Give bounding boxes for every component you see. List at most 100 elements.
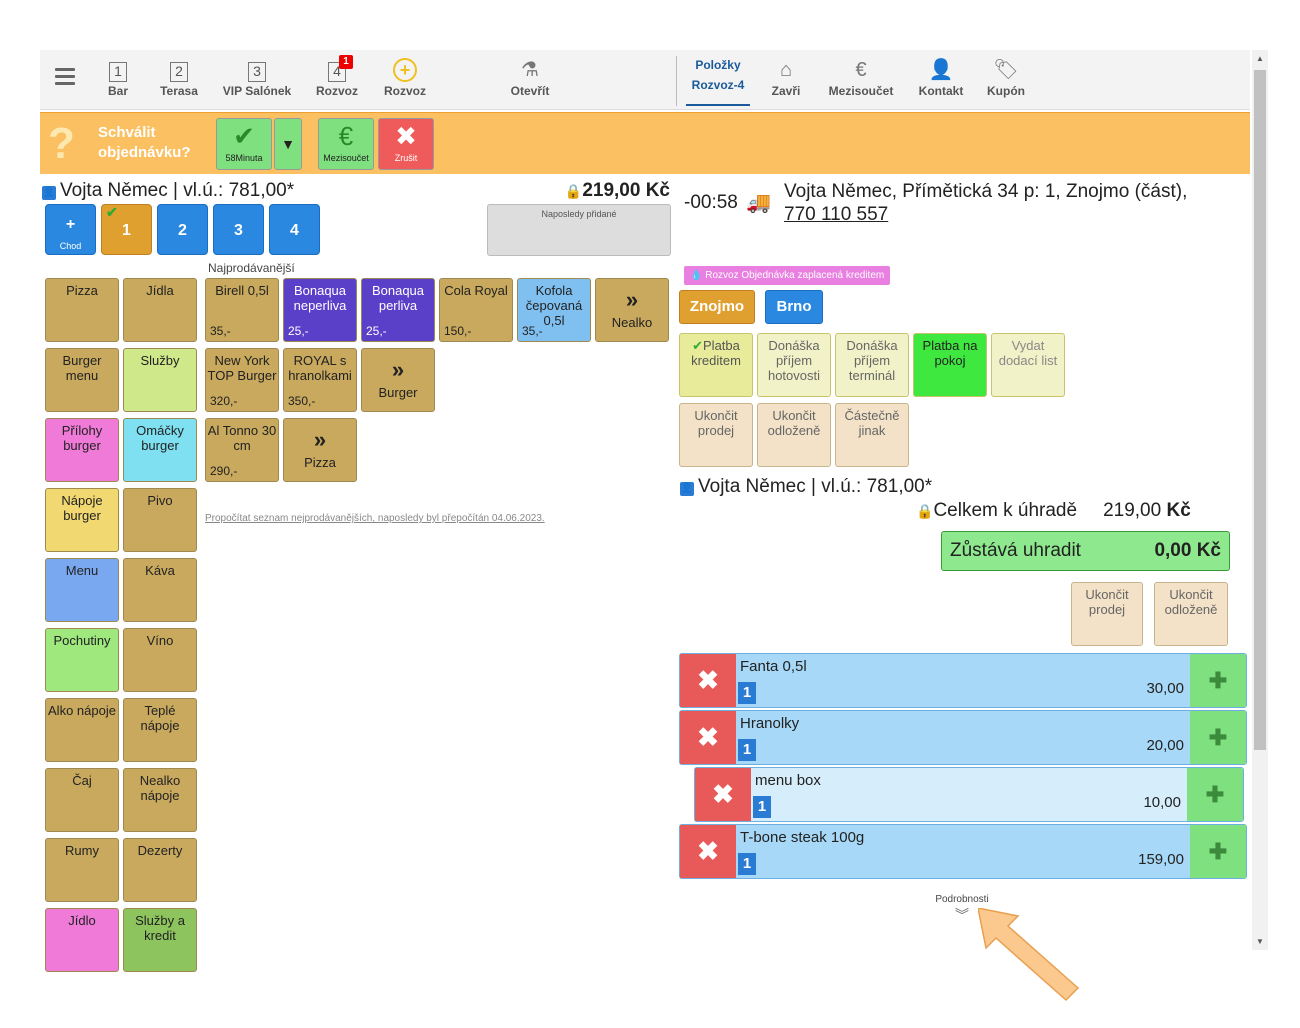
- tab-table-3[interactable]: 3 VIP Salónek: [220, 58, 294, 98]
- category-tile[interactable]: Nápoje burger: [45, 488, 119, 552]
- add-course-button[interactable]: + Chod: [45, 204, 96, 255]
- remaining-box: Zůstává uhradit 0,00 Kč: [941, 531, 1230, 571]
- payment-option-label: Platba na pokoj: [922, 338, 978, 368]
- category-tile[interactable]: Dezerty: [123, 838, 197, 902]
- payment-option[interactable]: ✔Platba kreditem: [679, 333, 753, 397]
- tab-table-2[interactable]: 2 Terasa: [158, 58, 200, 98]
- category-tile[interactable]: Pivo: [123, 488, 197, 552]
- arrow-pointer-icon: [978, 908, 1080, 1002]
- check-icon: ✔: [233, 121, 255, 151]
- payment-option[interactable]: Donáška příjem terminál: [835, 333, 909, 397]
- phone-link[interactable]: 770 110 557: [784, 204, 889, 225]
- delete-item-button[interactable]: ✖: [680, 825, 736, 878]
- category-tile[interactable]: Jídlo: [45, 908, 119, 972]
- category-tile[interactable]: Alko nápoje: [45, 698, 119, 762]
- close-button[interactable]: ⌂ Zavři: [766, 58, 806, 98]
- branch-brno[interactable]: Brno: [765, 290, 823, 324]
- category-tile[interactable]: Teplé nápoje: [123, 698, 197, 762]
- recalc-link[interactable]: Propočítat seznam nejprodávanějších, nap…: [205, 513, 545, 524]
- product-tile[interactable]: Kofola čepovaná 0,5l 35,-: [517, 278, 591, 342]
- finish-option[interactable]: Ukončit prodej: [679, 403, 753, 467]
- item-price: 30,00: [1146, 680, 1184, 697]
- category-tile[interactable]: Káva: [123, 558, 197, 622]
- product-tile[interactable]: Bonaqua perliva 25,-: [361, 278, 435, 342]
- category-tile[interactable]: Čaj: [45, 768, 119, 832]
- delete-item-button[interactable]: ✖: [695, 768, 751, 821]
- add-item-button[interactable]: ✚: [1187, 768, 1243, 821]
- scroll-thumb[interactable]: [1254, 70, 1266, 750]
- category-tile[interactable]: Rumy: [45, 838, 119, 902]
- course-number: 3: [234, 222, 243, 239]
- add-item-button[interactable]: ✚: [1190, 654, 1246, 707]
- approve-cancel-button[interactable]: ✖ Zrušit: [378, 118, 434, 170]
- product-tile[interactable]: » Pizza: [283, 418, 357, 482]
- category-tile[interactable]: Burger menu: [45, 348, 119, 412]
- payment-option[interactable]: Donáška příjem hotovosti: [757, 333, 831, 397]
- product-tile[interactable]: Bonaqua neperliva 25,-: [283, 278, 357, 342]
- item-qty[interactable]: 1: [738, 739, 756, 761]
- delivery-timer: -00:58: [684, 192, 738, 213]
- product-tile[interactable]: » Nealko: [595, 278, 669, 342]
- course-4-button[interactable]: 4: [269, 204, 320, 255]
- open-button[interactable]: ⚗ Otevřít: [506, 58, 554, 98]
- scroll-up-icon[interactable]: ▲: [1256, 54, 1264, 63]
- tab-table-1[interactable]: 1 Bar: [102, 58, 134, 98]
- product-tile[interactable]: » Burger: [361, 348, 435, 412]
- menu-icon[interactable]: [55, 68, 75, 86]
- category-tile[interactable]: Omáčky burger: [123, 418, 197, 482]
- finish-option[interactable]: Částečně jinak: [835, 403, 909, 467]
- subtotal-button[interactable]: € Mezisoučet: [826, 58, 896, 98]
- category-tile[interactable]: Služby a kredit: [123, 908, 197, 972]
- scrollbar[interactable]: ▲ ▼: [1252, 50, 1268, 950]
- cancel-sub: Zrušit: [394, 153, 418, 163]
- course-1-button[interactable]: ✔ 1: [101, 204, 152, 255]
- delete-item-button[interactable]: ✖: [680, 654, 736, 707]
- item-name: Fanta 0,5l: [740, 658, 807, 675]
- approve-dropdown-button[interactable]: ▼: [274, 118, 302, 170]
- tab-label: VIP Salónek: [222, 84, 292, 98]
- table-number: 2: [170, 62, 188, 82]
- item-qty[interactable]: 1: [738, 682, 756, 704]
- category-tile[interactable]: Přílohy burger: [45, 418, 119, 482]
- tab-table-4[interactable]: 4 1 Rozvoz: [314, 55, 360, 98]
- category-tile[interactable]: Pochutiny: [45, 628, 119, 692]
- coupon-button[interactable]: 🏷 Kupón: [984, 58, 1028, 98]
- add-item-button[interactable]: ✚: [1190, 825, 1246, 878]
- approve-subtotal-button[interactable]: € Mezisoučet: [318, 118, 374, 170]
- scroll-down-icon[interactable]: ▼: [1256, 937, 1264, 946]
- product-tile[interactable]: Birell 0,5l 35,-: [205, 278, 279, 342]
- category-tile[interactable]: Jídla: [123, 278, 197, 342]
- category-tile[interactable]: Služby: [123, 348, 197, 412]
- item-qty[interactable]: 1: [738, 853, 756, 875]
- product-tile[interactable]: New York TOP Burger 320,-: [205, 348, 279, 412]
- add-item-button[interactable]: ✚: [1190, 711, 1246, 764]
- category-tile[interactable]: Víno: [123, 628, 197, 692]
- approve-ok-button[interactable]: ✔ 58Minuta: [216, 118, 272, 170]
- payment-option[interactable]: Platba na pokoj: [913, 333, 987, 397]
- category-tile[interactable]: Nealko nápoje: [123, 768, 197, 832]
- finish-option[interactable]: Ukončit odloženě: [757, 403, 831, 467]
- finish-deferred-button[interactable]: Ukončit odloženě: [1154, 582, 1228, 646]
- tab-new-delivery[interactable]: + Rozvoz: [380, 58, 430, 98]
- notification-badge: 1: [339, 55, 353, 69]
- delete-item-button[interactable]: ✖: [680, 711, 736, 764]
- details-toggle[interactable]: Podrobnosti ︾: [926, 894, 998, 925]
- currency: Kč: [1196, 540, 1221, 561]
- category-tile[interactable]: Pizza: [45, 278, 119, 342]
- course-2-button[interactable]: 2: [157, 204, 208, 255]
- item-qty[interactable]: 1: [753, 796, 771, 818]
- contact-button[interactable]: 👤 Kontakt: [916, 58, 966, 98]
- product-tile[interactable]: ROYAL s hranolkami 350,-: [283, 348, 357, 412]
- currency: Kč: [1166, 500, 1191, 521]
- course-3-button[interactable]: 3: [213, 204, 264, 255]
- last-added-box[interactable]: Naposledy přidané: [487, 204, 671, 256]
- tab-items[interactable]: Položky Rozvoz-4: [686, 54, 750, 106]
- payment-option[interactable]: Vydat dodací list: [991, 333, 1065, 397]
- category-tile[interactable]: Menu: [45, 558, 119, 622]
- finish-sale-button[interactable]: Ukončit prodej: [1071, 582, 1143, 646]
- order-item: ✖ T-bone steak 100g 1 159,00 ✚: [679, 824, 1247, 879]
- branch-znojmo[interactable]: Znojmo: [679, 290, 755, 324]
- product-tile[interactable]: Al Tonno 30 cm 290,-: [205, 418, 279, 482]
- product-tile[interactable]: Cola Royal 150,-: [439, 278, 513, 342]
- product-name: Bonaqua neperliva: [293, 283, 347, 313]
